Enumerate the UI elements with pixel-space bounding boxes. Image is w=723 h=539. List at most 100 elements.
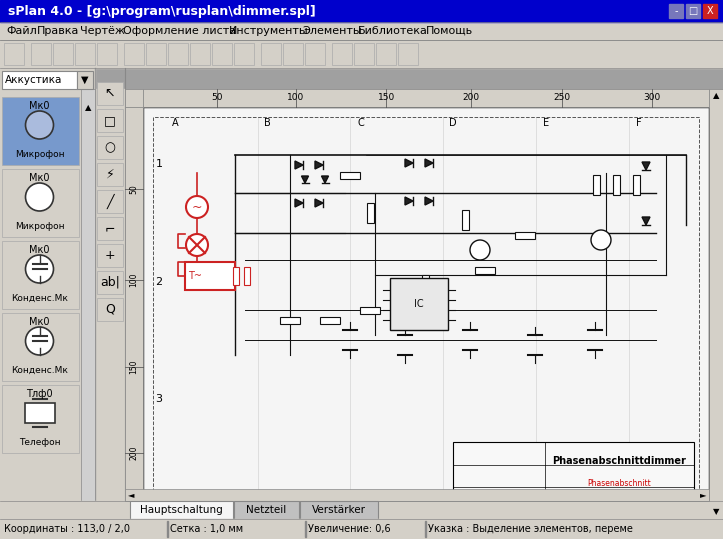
Polygon shape [425, 159, 433, 167]
Bar [390, 278, 448, 330]
Bar [167, 521, 168, 537]
Bar [0, 519, 723, 539]
Bar [398, 43, 418, 65]
Bar [686, 4, 700, 18]
Bar [168, 43, 188, 65]
Text: ⌐: ⌐ [105, 222, 115, 235]
Bar [97, 109, 123, 132]
Bar [97, 244, 123, 267]
Bar [633, 175, 640, 195]
Text: Микрофон: Микрофон [14, 150, 64, 159]
Text: ○: ○ [105, 141, 116, 154]
Circle shape [25, 183, 54, 211]
Bar [332, 43, 352, 65]
Bar [125, 107, 143, 519]
Bar [212, 43, 232, 65]
Polygon shape [301, 176, 309, 183]
Bar [97, 217, 123, 240]
Bar [233, 267, 239, 285]
Bar [2, 71, 77, 89]
Text: Файл: Файл [6, 26, 37, 36]
Text: Инструменты: Инструменты [228, 26, 308, 36]
Bar [2, 169, 79, 237]
Bar [130, 501, 233, 519]
Bar [2, 385, 79, 453]
Text: B: B [265, 118, 271, 128]
Circle shape [25, 255, 54, 283]
Bar [190, 43, 210, 65]
Bar [125, 89, 723, 519]
Bar [97, 136, 123, 159]
Bar [360, 307, 380, 314]
Bar [185, 262, 235, 290]
Text: ▲: ▲ [713, 92, 719, 100]
Text: 2: 2 [155, 277, 163, 287]
Text: C: C [357, 118, 364, 128]
Text: Оформление листа: Оформление листа [123, 26, 236, 36]
Bar [53, 43, 73, 65]
Text: 150: 150 [129, 360, 139, 374]
Bar [283, 43, 303, 65]
Text: IC: IC [414, 299, 424, 309]
Bar [305, 521, 306, 537]
Text: ▼: ▼ [85, 507, 91, 515]
Bar [669, 4, 683, 18]
Text: 3: 3 [155, 394, 163, 404]
Text: Phasenabschnitt: Phasenabschnitt [587, 479, 651, 488]
Text: D: D [450, 118, 457, 128]
Text: T~: T~ [188, 271, 202, 281]
Text: Аккустика: Аккустика [5, 75, 62, 85]
Circle shape [186, 196, 208, 218]
Circle shape [25, 111, 54, 139]
Bar [367, 203, 374, 223]
Text: Phasenabschnittdimmer: Phasenabschnittdimmer [552, 456, 686, 466]
Bar [143, 89, 709, 107]
Text: Тлф0: Тлф0 [26, 389, 53, 399]
Text: 1: 1 [155, 159, 163, 169]
Text: +: + [105, 249, 115, 262]
Text: ↖: ↖ [105, 87, 115, 100]
Text: □: □ [688, 6, 698, 16]
Bar [422, 275, 429, 295]
Text: 100: 100 [129, 273, 139, 287]
Polygon shape [642, 162, 650, 170]
Text: □: □ [104, 114, 116, 127]
Text: Микрофон: Микрофон [14, 222, 64, 231]
Bar [97, 190, 123, 213]
Polygon shape [405, 197, 413, 205]
Polygon shape [295, 199, 303, 207]
Bar [97, 82, 123, 105]
Text: ╱: ╱ [106, 194, 114, 209]
Bar [146, 43, 166, 65]
Text: E: E [543, 118, 549, 128]
Bar [461, 210, 469, 230]
Text: Координаты : 113,0 / 2,0: Координаты : 113,0 / 2,0 [4, 524, 130, 534]
Bar [320, 316, 340, 323]
Bar [0, 40, 723, 68]
Bar [124, 43, 144, 65]
Bar [453, 443, 693, 509]
Text: ~: ~ [192, 201, 202, 213]
Text: Чертёж: Чертёж [80, 26, 125, 36]
Text: Правка: Правка [37, 26, 80, 36]
Bar [0, 0, 723, 22]
Polygon shape [315, 161, 323, 169]
Bar [340, 171, 360, 178]
Text: ab|: ab| [100, 276, 120, 289]
Bar [97, 271, 123, 294]
Bar [97, 298, 123, 321]
Bar [244, 267, 250, 285]
Bar [261, 43, 281, 65]
Bar [593, 175, 599, 195]
Bar [25, 403, 54, 423]
Polygon shape [322, 176, 328, 183]
Text: F: F [636, 118, 642, 128]
Text: -: - [675, 6, 677, 16]
Bar [153, 117, 699, 509]
Bar [0, 22, 723, 40]
Text: Мк0: Мк0 [29, 101, 50, 111]
Bar [612, 175, 620, 195]
Text: Мк0: Мк0 [29, 245, 50, 255]
Bar [305, 43, 325, 65]
Bar [475, 266, 495, 273]
